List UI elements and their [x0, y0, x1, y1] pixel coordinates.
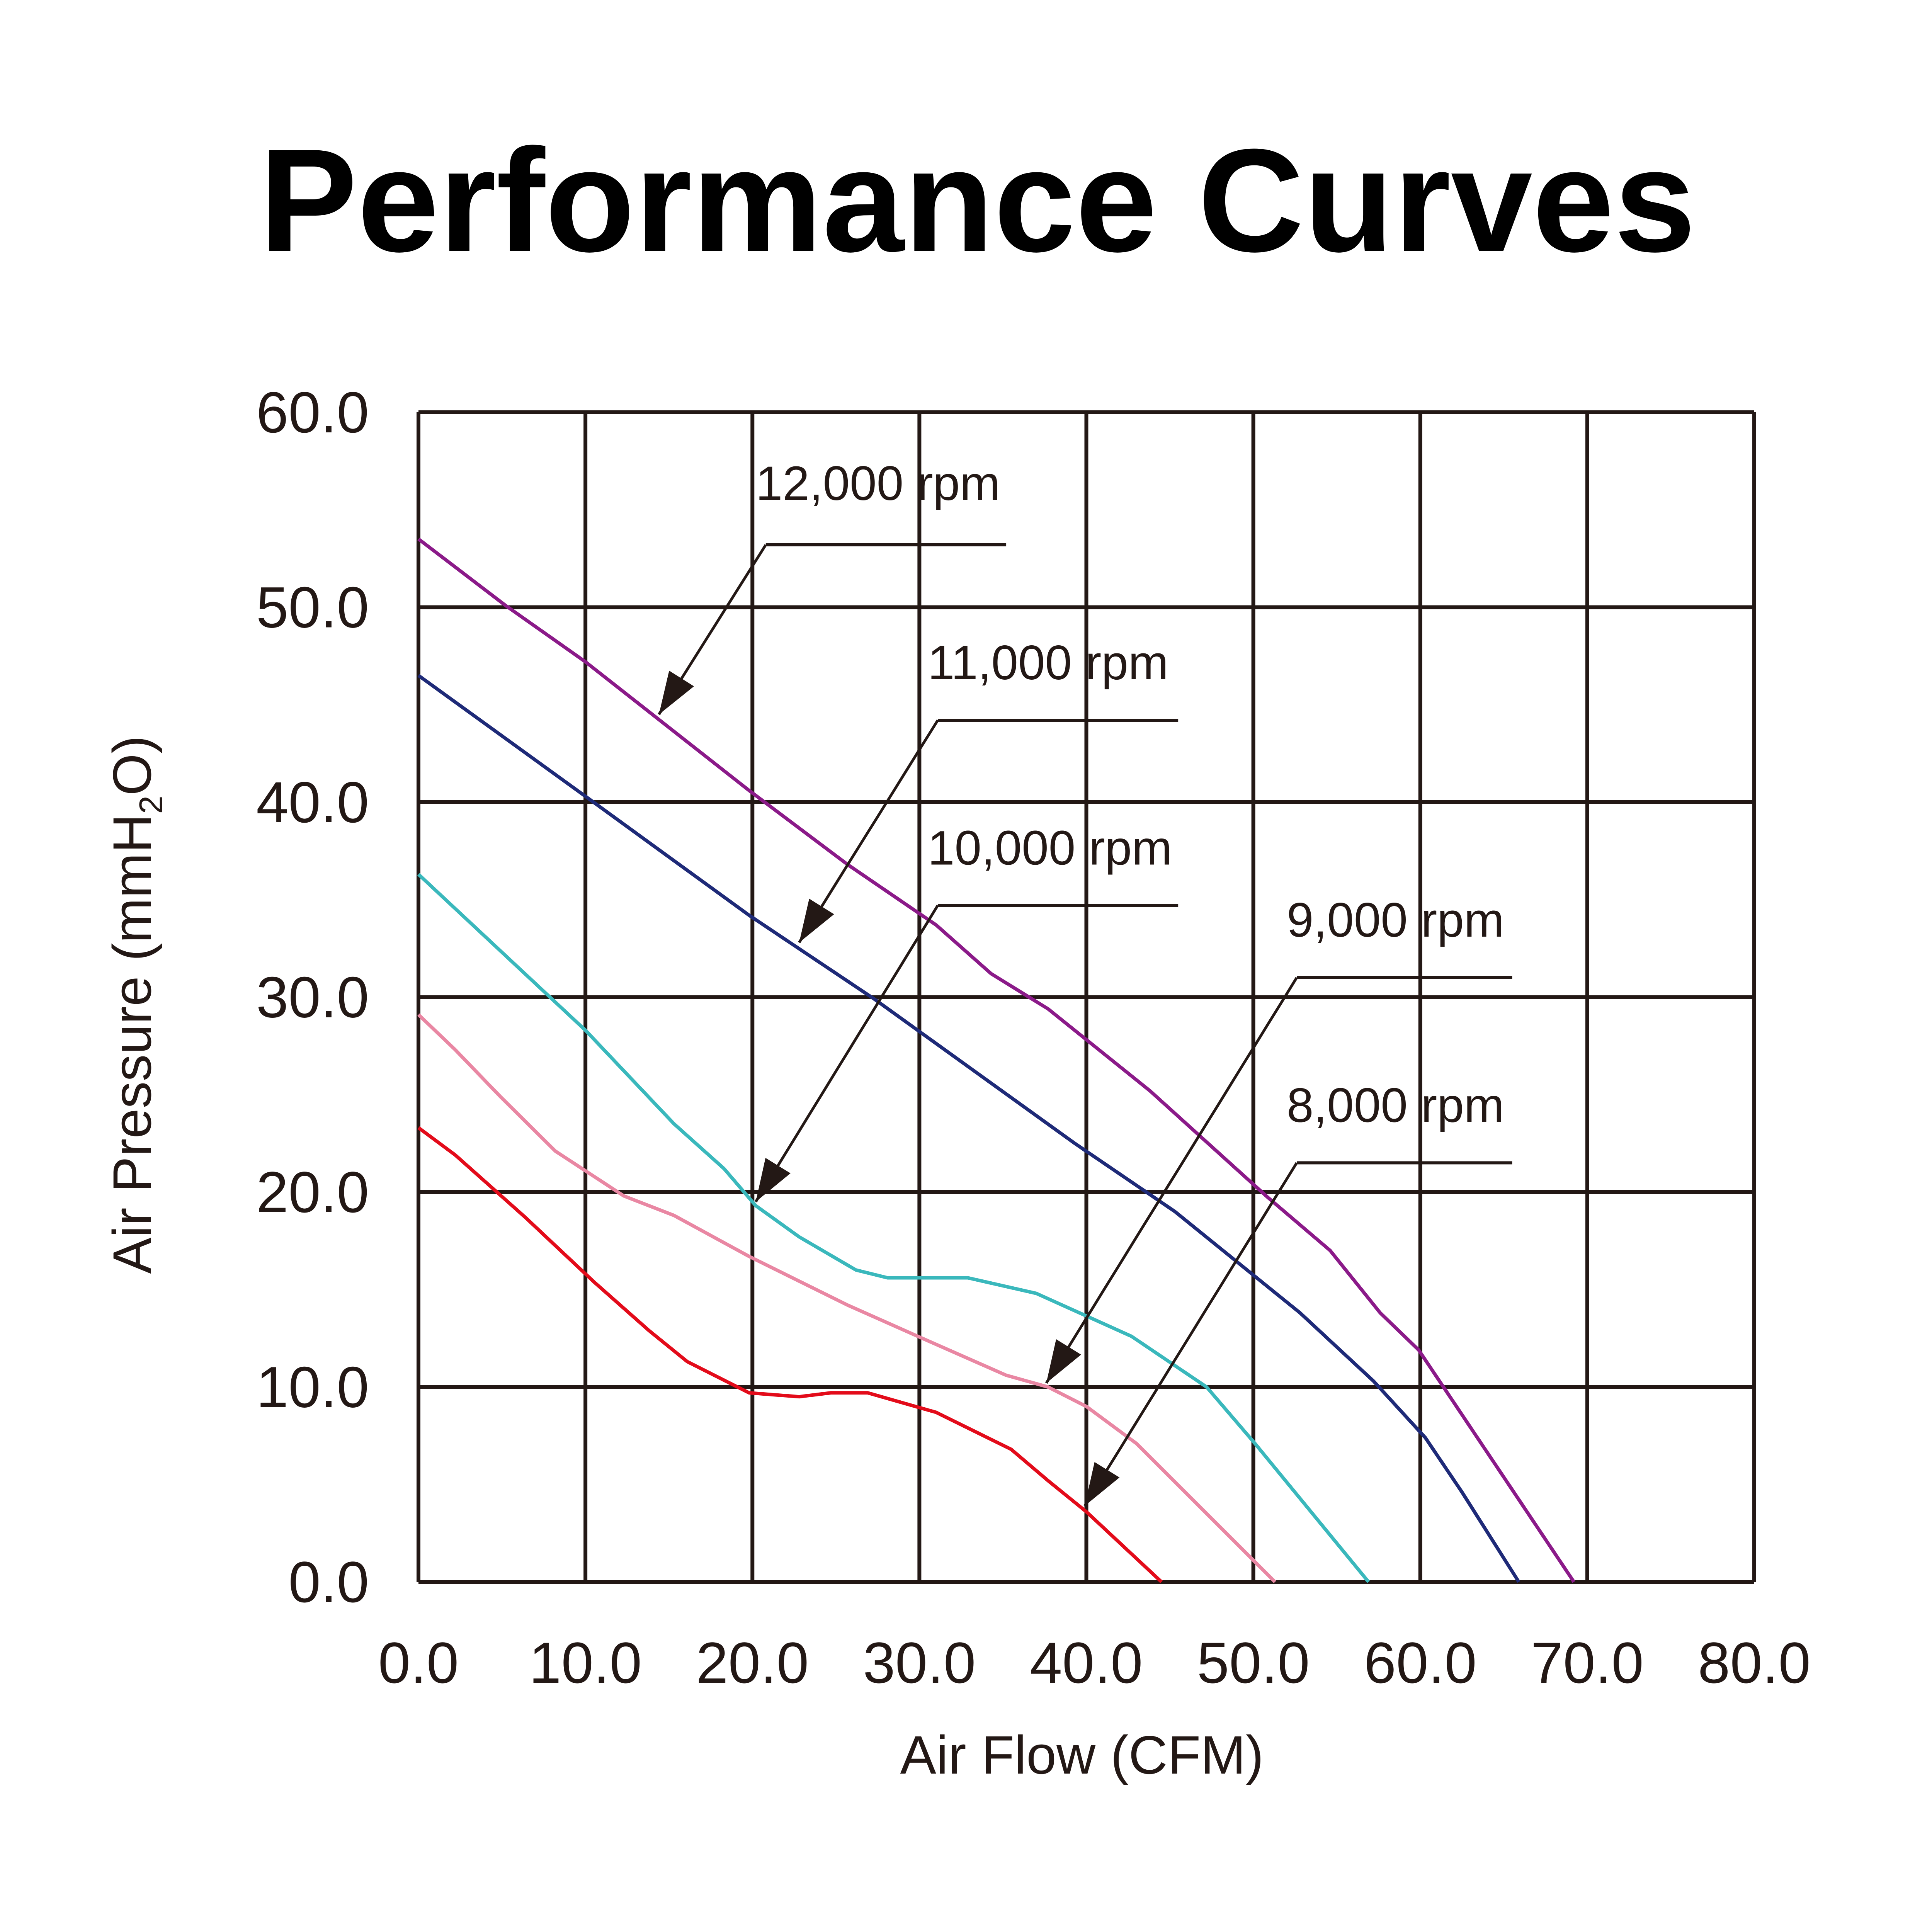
series-label: 10,000 rpm: [928, 821, 1172, 875]
arrow-head-icon: [799, 898, 834, 943]
arrow-head-icon: [1085, 1462, 1120, 1506]
x-tick-label: 0.0: [378, 1630, 459, 1695]
series-label: 11,000 rpm: [928, 636, 1168, 690]
x-tick-label: 60.0: [1364, 1630, 1477, 1695]
series-line: [417, 674, 1520, 1583]
x-tick-label: 20.0: [696, 1630, 809, 1695]
x-tick-labels: 0.0 10.0 20.0 30.0 40.0 50.0 60.0 70.0 80.0: [378, 1630, 1811, 1695]
y-axis-label-subscript: 2: [133, 796, 170, 814]
y-tick-labels: 0.0 10.0 20.0 30.0 40.0 50.0 60.0: [256, 380, 369, 1614]
arrow-line: [798, 719, 939, 944]
series-line: [417, 537, 1576, 1583]
arrow-head-icon: [755, 1158, 791, 1202]
arrow-head-icon: [659, 670, 694, 714]
grid: [417, 410, 1756, 1584]
x-tick-label: 30.0: [863, 1630, 976, 1695]
y-axis-label: Air Pressure (mmH2O): [102, 736, 170, 1274]
arrow-line: [1045, 977, 1298, 1384]
arrow-head-icon: [1046, 1339, 1081, 1383]
y-axis-label-main: Air Pressure (mmH: [102, 814, 162, 1274]
y-tick-label: 40.0: [256, 770, 369, 835]
x-tick-label: 10.0: [529, 1630, 642, 1695]
arrow-line: [754, 905, 939, 1203]
series-line: [417, 873, 1370, 1583]
y-tick-label: 50.0: [256, 575, 369, 640]
y-tick-label: 20.0: [256, 1160, 369, 1225]
chart-title: Performance Curves: [259, 118, 1696, 282]
y-axis-label-tail: O): [102, 736, 162, 796]
series-group: [417, 537, 1576, 1583]
x-tick-label: 80.0: [1698, 1630, 1811, 1695]
annotations-group: 12,000 rpm 11,000 rpm 10,000 rpm 9,000 rpm 8…: [658, 457, 1512, 1507]
series-label: 9,000 rpm: [1287, 893, 1504, 947]
series-line: [417, 1013, 1276, 1583]
y-tick-label: 60.0: [256, 380, 369, 445]
y-tick-label: 0.0: [288, 1549, 369, 1614]
y-tick-label: 30.0: [256, 965, 369, 1030]
series-label: 12,000 rpm: [756, 457, 1000, 510]
x-tick-label: 40.0: [1030, 1630, 1143, 1695]
x-tick-label: 50.0: [1197, 1630, 1310, 1695]
x-axis-label: Air Flow (CFM): [900, 1725, 1264, 1785]
series-label: 8,000 rpm: [1287, 1078, 1504, 1132]
series-line: [417, 1126, 1163, 1583]
x-tick-label: 70.0: [1531, 1630, 1644, 1695]
arrow-line: [1083, 1162, 1298, 1507]
y-tick-label: 10.0: [256, 1355, 369, 1420]
